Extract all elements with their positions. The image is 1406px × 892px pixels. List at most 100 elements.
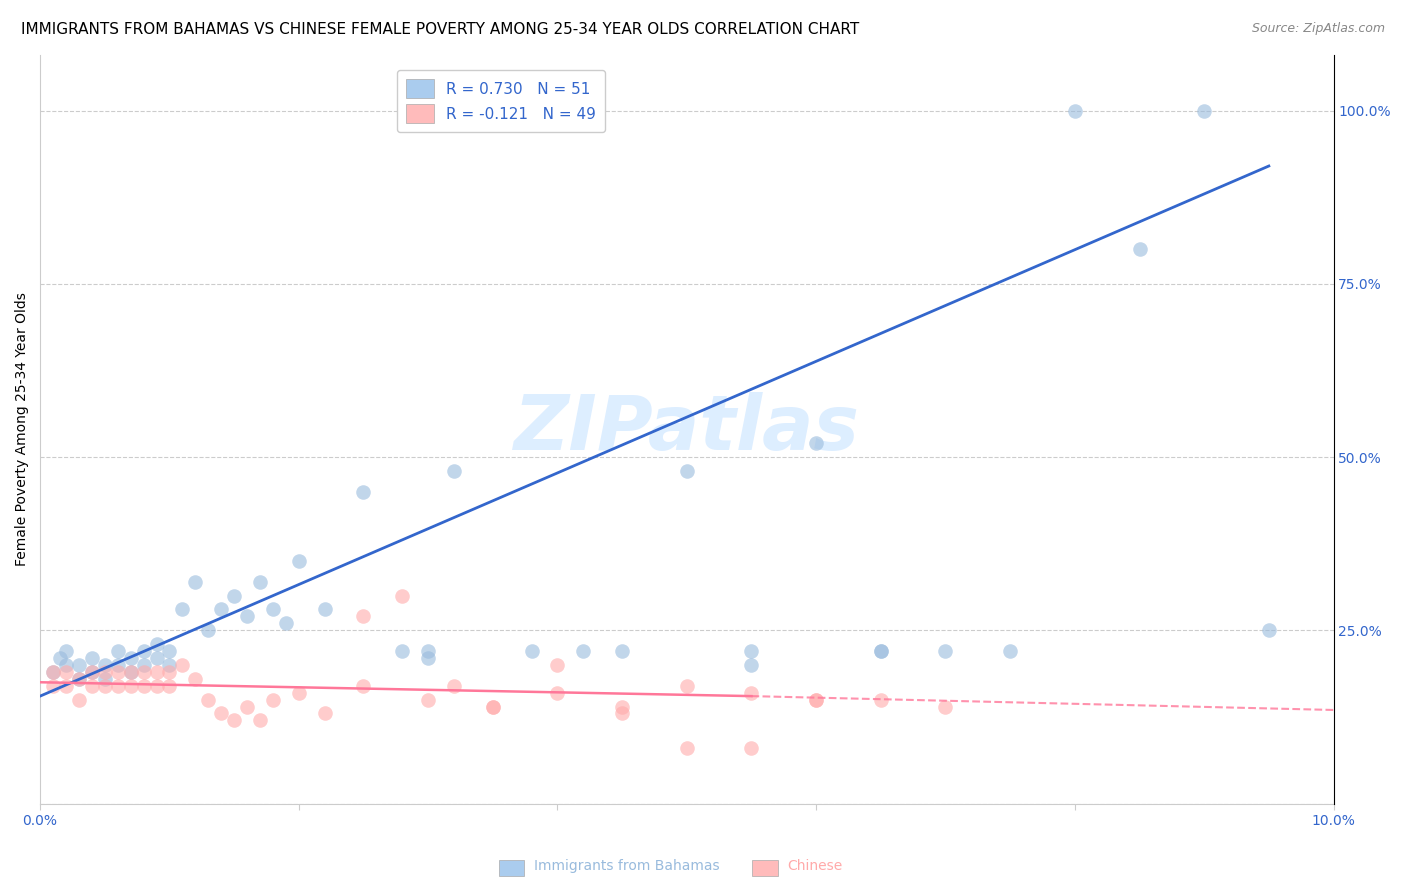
Point xyxy=(353,609,375,624)
Point xyxy=(236,609,259,624)
Point xyxy=(546,657,568,672)
Point xyxy=(67,657,90,672)
Point xyxy=(67,692,90,706)
Point xyxy=(869,644,891,658)
Point xyxy=(572,644,595,658)
Point xyxy=(80,679,103,693)
Point xyxy=(132,679,155,693)
Point xyxy=(107,679,129,693)
Point xyxy=(55,657,77,672)
Point xyxy=(1063,103,1085,118)
Point xyxy=(132,657,155,672)
Point xyxy=(934,699,956,714)
Point xyxy=(610,699,633,714)
Point xyxy=(804,692,827,706)
Point xyxy=(443,679,465,693)
Point xyxy=(184,672,207,686)
Point xyxy=(1128,242,1150,256)
Point xyxy=(262,602,284,616)
Text: Chinese: Chinese xyxy=(787,859,842,872)
Point xyxy=(675,741,697,756)
Text: IMMIGRANTS FROM BAHAMAS VS CHINESE FEMALE POVERTY AMONG 25-34 YEAR OLDS CORRELAT: IMMIGRANTS FROM BAHAMAS VS CHINESE FEMAL… xyxy=(21,22,859,37)
Point xyxy=(740,657,762,672)
Point xyxy=(159,679,181,693)
Point xyxy=(80,665,103,679)
Point xyxy=(172,657,194,672)
Point xyxy=(42,679,65,693)
Point xyxy=(145,665,167,679)
Point xyxy=(249,714,271,728)
Y-axis label: Female Poverty Among 25-34 Year Olds: Female Poverty Among 25-34 Year Olds xyxy=(15,293,30,566)
Point xyxy=(120,651,142,665)
Point xyxy=(869,692,891,706)
Point xyxy=(80,665,103,679)
Point xyxy=(159,657,181,672)
Legend: R = 0.730   N = 51, R = -0.121   N = 49: R = 0.730 N = 51, R = -0.121 N = 49 xyxy=(396,70,605,132)
Point xyxy=(159,644,181,658)
Point xyxy=(145,637,167,651)
Point xyxy=(391,644,413,658)
Point xyxy=(120,665,142,679)
Point xyxy=(262,692,284,706)
Text: Source: ZipAtlas.com: Source: ZipAtlas.com xyxy=(1251,22,1385,36)
Point xyxy=(209,602,232,616)
Point xyxy=(353,679,375,693)
Point xyxy=(94,679,117,693)
Point xyxy=(418,651,440,665)
Point xyxy=(314,602,336,616)
Point xyxy=(55,644,77,658)
Point xyxy=(120,665,142,679)
Point xyxy=(132,644,155,658)
Point xyxy=(80,651,103,665)
Text: ZIPatlas: ZIPatlas xyxy=(513,392,860,467)
Point xyxy=(353,484,375,499)
Point xyxy=(274,616,297,631)
Point xyxy=(418,692,440,706)
Point xyxy=(42,665,65,679)
Point xyxy=(443,464,465,478)
Point xyxy=(481,699,503,714)
Text: Immigrants from Bahamas: Immigrants from Bahamas xyxy=(534,859,720,872)
Point xyxy=(675,464,697,478)
Point xyxy=(197,624,219,638)
Point xyxy=(42,665,65,679)
Point xyxy=(209,706,232,721)
Point xyxy=(418,644,440,658)
Point xyxy=(48,651,70,665)
Point xyxy=(934,644,956,658)
Point xyxy=(197,692,219,706)
Point xyxy=(740,741,762,756)
Point xyxy=(94,657,117,672)
Point xyxy=(224,589,246,603)
Point xyxy=(546,686,568,700)
Point xyxy=(249,574,271,589)
Point xyxy=(184,574,207,589)
Point xyxy=(288,554,311,568)
Point xyxy=(520,644,543,658)
Point xyxy=(740,686,762,700)
Point xyxy=(94,672,117,686)
Point xyxy=(107,665,129,679)
Point xyxy=(145,679,167,693)
Point xyxy=(1192,103,1215,118)
Point xyxy=(1257,624,1279,638)
Point xyxy=(132,665,155,679)
Point xyxy=(675,679,697,693)
Point xyxy=(107,657,129,672)
Point xyxy=(120,679,142,693)
Point xyxy=(804,436,827,450)
Point xyxy=(67,672,90,686)
Point xyxy=(998,644,1021,658)
Point xyxy=(67,672,90,686)
Point xyxy=(159,665,181,679)
Point xyxy=(314,706,336,721)
Point xyxy=(740,644,762,658)
Point xyxy=(610,706,633,721)
Point xyxy=(55,679,77,693)
Point xyxy=(481,699,503,714)
Point xyxy=(391,589,413,603)
Point xyxy=(94,665,117,679)
Point xyxy=(55,665,77,679)
Point xyxy=(869,644,891,658)
Point xyxy=(610,644,633,658)
